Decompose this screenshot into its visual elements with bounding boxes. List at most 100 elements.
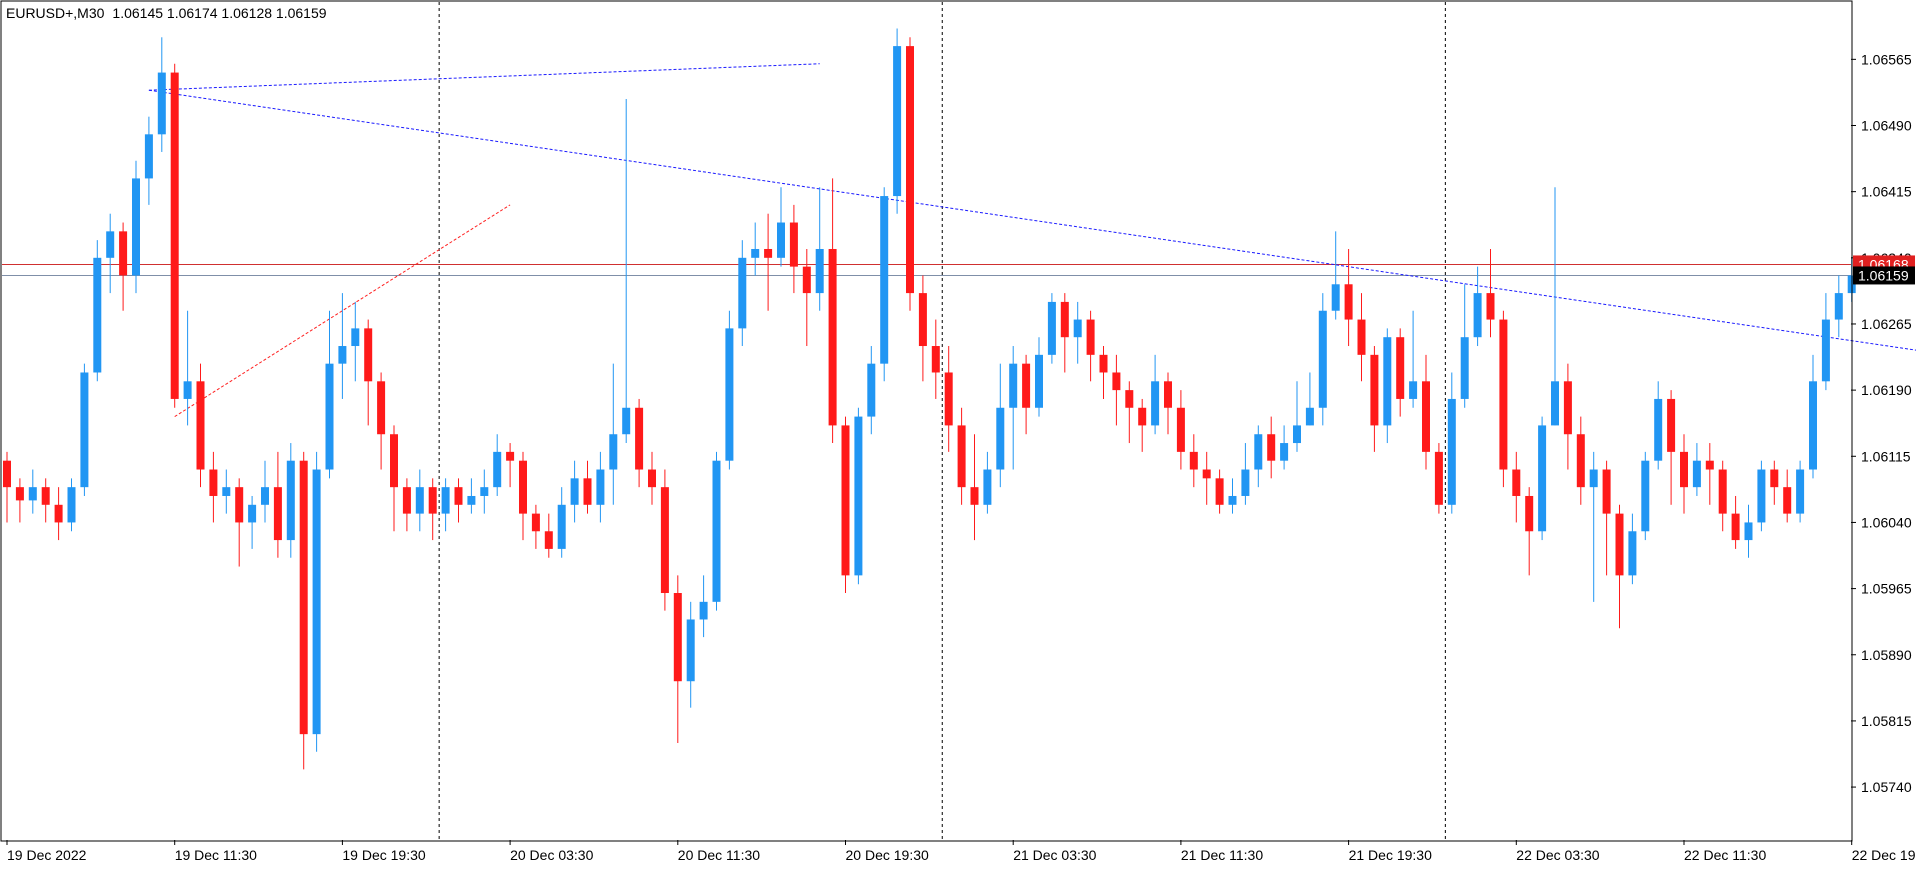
price-tick-label: 1.05965 [1861,581,1912,597]
candle-body [1834,293,1843,320]
candle-body [802,266,811,294]
candle-body [1409,381,1418,399]
candle-body [1744,522,1753,541]
candle-body [119,231,128,276]
candle-body [712,460,721,602]
price-tick-label: 1.05740 [1861,779,1912,795]
candle-body [1796,469,1805,514]
price-tick-label: 1.06190 [1861,382,1912,398]
candle-body [144,134,153,179]
symbol-ohlc-label: EURUSD+,M30 1.06145 1.06174 1.06128 1.061… [6,5,327,21]
candle-body [815,248,824,294]
price-tick-label: 1.06115 [1861,448,1911,464]
price-tick-label: 1.06040 [1861,514,1912,530]
candle-body [880,196,889,364]
candle-body [957,425,966,488]
time-tick-label: 20 Dec 03:30 [510,847,593,863]
candle-body [609,434,618,470]
time-tick-label: 20 Dec 19:30 [846,847,929,863]
candle-body [944,372,953,426]
candle-body [1280,443,1289,461]
candle-body [635,407,644,470]
candle-body [1151,381,1160,426]
trendlines[interactable] [148,63,1916,418]
bid-price-badge-bg [1853,266,1915,285]
time-tick-label: 21 Dec 19:30 [1349,847,1432,863]
candle-body [1228,495,1237,505]
candle-body [1125,390,1134,408]
candle-body [1757,469,1766,523]
candle-body [1202,469,1211,479]
candle-body [493,451,502,488]
trendline-blue-lower[interactable] [148,89,1916,416]
candle-body [441,487,450,514]
candle-body [841,425,850,576]
candle-body [519,460,527,514]
candle-body [325,363,334,470]
candle-body [1396,337,1405,399]
candle-body [196,381,205,470]
candle-body [1112,372,1121,391]
candle-body [299,460,308,735]
time-tick-label: 19 Dec 11:30 [175,847,257,863]
candle-body [557,504,566,549]
candle-body [1189,451,1198,470]
candle-body [983,469,992,505]
candle-body [764,248,773,258]
candle-body [157,72,166,135]
candle-body [28,487,37,501]
candle-body [1022,363,1031,408]
candle-body [1357,319,1366,355]
candle-body [1305,407,1314,426]
candle-body [93,257,102,373]
candle-body [1331,284,1340,311]
candle-body [222,487,231,496]
candle-body [1680,451,1688,488]
candle-body [170,72,179,399]
candle-body [1602,469,1611,514]
time-tick-label: 21 Dec 11:30 [1181,847,1263,863]
time-tick-label: 22 Dec 03:30 [1516,847,1599,863]
candle-body [3,460,11,488]
candle-body [286,460,295,541]
candle-body [235,487,244,523]
candle-body [1254,434,1263,470]
candle-body [570,478,579,505]
candle-body [544,531,553,549]
candle-body [467,495,476,505]
price-tick-label: 1.06490 [1861,117,1912,133]
price-tick-label: 1.06565 [1861,51,1912,67]
candle-body [1060,301,1069,338]
candle-body [364,328,373,382]
price-tick-label: 1.05815 [1861,713,1912,729]
price-axis[interactable]: 1.065651.064901.064151.063401.062651.061… [1851,51,1912,795]
candle-body [1628,531,1637,576]
day-separator-lines [438,2,1446,840]
symbol-label: EURUSD+,M30 [6,5,105,21]
candle-body [1718,469,1727,514]
candle-body [41,487,50,505]
candle-body [673,593,682,682]
candle-body [699,601,708,620]
trendline-red[interactable] [174,204,511,418]
candle-body [1241,469,1250,496]
candle-body [1086,319,1095,355]
candle-body [725,328,734,461]
candle-body [596,469,605,505]
candle-body [454,487,463,505]
candle-body [183,381,192,399]
time-tick-label: 21 Dec 03:30 [1013,847,1096,863]
trendline-blue-upper[interactable] [148,63,820,91]
candle-body [428,487,437,514]
candle-body [789,222,798,267]
time-axis[interactable]: 19 Dec 2022 19 Dec 11:30 19 Dec 19:30 20 De… [6,840,1916,863]
candle-body [312,469,321,735]
candle-body [1099,354,1108,373]
candle-body [1641,460,1650,532]
candle-body [1615,513,1624,576]
price-tick-label: 1.05890 [1861,647,1912,663]
candle-body [1486,293,1495,320]
candle-body [970,487,979,505]
